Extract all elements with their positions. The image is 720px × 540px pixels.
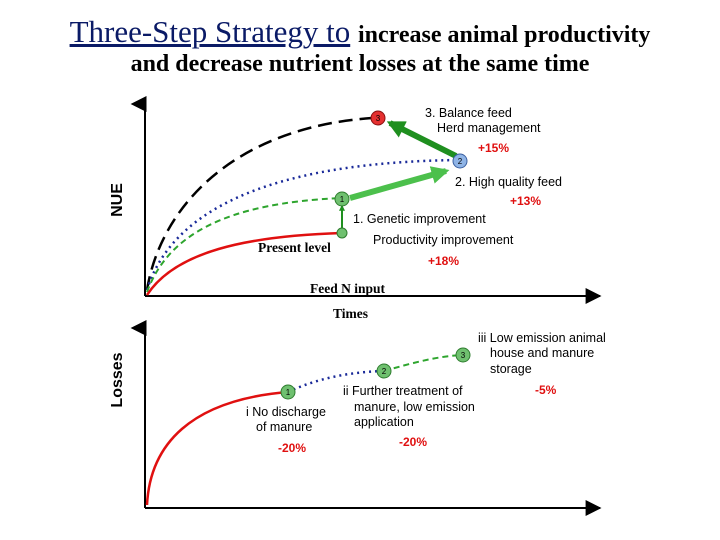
- upper-node-3: [370, 110, 386, 126]
- nue-axis-label: NUE: [109, 183, 126, 217]
- blue-dotted-losses-curve: [287, 369, 385, 394]
- i-sublabel: of manure: [256, 420, 312, 434]
- title-underlined-text: Three-Step Strategy to: [69, 14, 351, 49]
- iii-sublabel-2: storage: [490, 362, 532, 376]
- upper-node-2-label: 2: [458, 157, 463, 166]
- upper-node-2: [452, 153, 468, 169]
- black-dashed-curve: [145, 116, 373, 291]
- red-losses-curve: [145, 390, 289, 506]
- step1-sublabel: Productivity improvement: [373, 233, 514, 247]
- blue-dotted-curve: [145, 158, 461, 291]
- iii-label: iii Low emission animal: [478, 331, 606, 345]
- ii-pct: -20%: [399, 435, 427, 449]
- upper-node-3-label: 3: [376, 114, 381, 123]
- upper-present-node: [336, 227, 348, 239]
- lower-node-2: [376, 363, 392, 379]
- lower-node-3: [455, 347, 471, 363]
- losses-axis-label: Losses: [109, 352, 126, 407]
- lower-node-2-label: 2: [382, 367, 387, 376]
- step2-label: 2. High quality feed: [455, 175, 562, 189]
- i-pct: -20%: [278, 441, 306, 455]
- title-line-1: Three-Step Strategy to increase animal p…: [0, 12, 720, 55]
- times-label: Times: [333, 306, 368, 321]
- red-present-curve: [145, 231, 343, 296]
- step2-pct: +13%: [510, 194, 541, 208]
- step1-label: 1. Genetic improvement: [353, 212, 486, 226]
- lower-node-1-label: 1: [286, 388, 291, 397]
- feed-n-input-label: Feed N input: [310, 281, 386, 296]
- present-level-label: Present level: [258, 240, 331, 255]
- step3-arrow: [386, 120, 458, 159]
- title-line-2: and decrease nutrient losses at the same…: [130, 51, 590, 77]
- title-bold-text: increase animal productivity: [357, 22, 651, 48]
- ii-sublabel-2: application: [354, 415, 414, 429]
- upper-node-1-label: 1: [340, 195, 345, 204]
- i-label: i No discharge: [246, 405, 326, 419]
- step3-label: 3. Balance feed: [425, 106, 512, 120]
- lower-node-3-label: 3: [461, 351, 466, 360]
- step3-pct: +15%: [478, 141, 509, 155]
- ii-label: ii Further treatment of: [343, 384, 463, 398]
- green-dashed-losses-curve: [383, 354, 464, 372]
- ii-sublabel-1: manure, low emission: [354, 400, 475, 414]
- iii-sublabel-1: house and manure: [490, 346, 594, 360]
- iii-pct: -5%: [535, 383, 557, 397]
- lower-node-1: [280, 384, 296, 400]
- step3-sublabel: Herd management: [437, 121, 541, 135]
- upper-node-1: [334, 191, 350, 207]
- step1-pct: +18%: [428, 254, 459, 268]
- step2-arrow: [349, 166, 450, 201]
- green-dashed-curve: [146, 197, 343, 293]
